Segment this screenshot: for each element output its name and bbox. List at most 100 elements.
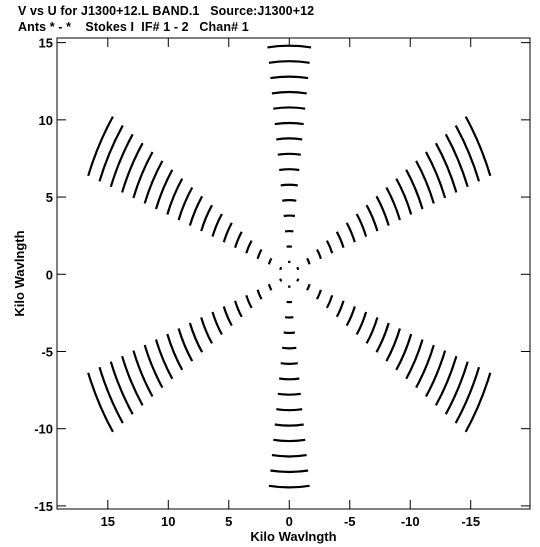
- uv-track-arc: [245, 294, 253, 309]
- uv-track-arc: [109, 133, 134, 188]
- uv-track-arc: [276, 408, 303, 412]
- uv-track-arc: [132, 151, 154, 199]
- uv-track-arc: [166, 178, 184, 215]
- y-tick-label: 0: [46, 267, 53, 282]
- uv-track-arc: [256, 289, 263, 300]
- uv-track-arc: [345, 306, 356, 327]
- uv-track-arc: [395, 178, 413, 215]
- uv-track-arc: [325, 240, 334, 254]
- uv-track-arc: [274, 121, 304, 126]
- x-tick-label: -10: [401, 514, 420, 529]
- uv-track-arc: [279, 377, 300, 381]
- uv-track-arc: [405, 169, 424, 210]
- uv-track-arc: [270, 469, 309, 474]
- x-tick-label: -5: [344, 514, 356, 529]
- uv-track-arc: [222, 306, 233, 327]
- uv-track-arc: [355, 213, 368, 237]
- uv-track-arc: [282, 199, 297, 202]
- uv-track-arc: [296, 278, 300, 282]
- uv-track-arc: [454, 366, 481, 424]
- uv-track-arc: [279, 266, 283, 271]
- uv-track-arc: [279, 278, 283, 282]
- y-tick-label: -15: [34, 499, 53, 514]
- uv-track-arc: [306, 257, 311, 265]
- uv-track-arc: [365, 204, 379, 232]
- uv-track-arc: [98, 124, 124, 182]
- uv-track-arc: [268, 60, 310, 64]
- chart-title: V vs U for J1300+12.L BAND.1 Source:J130…: [18, 4, 315, 18]
- uv-track-arc: [200, 204, 213, 232]
- uv-track-arc: [166, 333, 184, 371]
- uv-track-arc: [405, 339, 424, 380]
- uv-track-arc: [444, 133, 469, 188]
- uv-track-arc: [276, 137, 303, 141]
- x-tick-label: 15: [101, 514, 115, 529]
- uv-track-arc: [177, 186, 194, 221]
- uv-track-arc: [256, 248, 263, 260]
- uv-track-arc: [154, 339, 174, 380]
- uv-track-arc: [425, 151, 447, 199]
- uv-track-arc: [355, 311, 368, 336]
- y-axis-label: Kilo Wavlngth: [12, 230, 27, 316]
- uv-track-arc: [273, 438, 306, 443]
- uv-track-arc: [277, 152, 301, 156]
- uv-track-arc: [87, 116, 114, 177]
- uv-track-arc: [87, 372, 114, 433]
- uv-track-arc: [121, 142, 144, 193]
- uv-track-arc: [234, 231, 243, 249]
- uv-track-arc: [444, 361, 469, 415]
- uv-track-arc: [335, 300, 345, 318]
- x-tick-label: 5: [225, 514, 232, 529]
- x-tick-label: 10: [161, 514, 175, 529]
- plot-frame: [56, 37, 531, 510]
- x-tick-label: 0: [286, 514, 293, 529]
- uv-track-arc: [200, 317, 213, 344]
- x-axis-label: Kilo Wavlngth: [250, 529, 336, 544]
- uv-track-arc: [143, 344, 164, 389]
- uv-track-arc: [273, 106, 306, 110]
- uv-track-arc: [365, 317, 379, 344]
- uv-track-arc: [132, 350, 154, 398]
- y-tick-label: -10: [34, 422, 53, 437]
- uv-track-arc: [177, 328, 194, 362]
- uv-track-arc: [222, 222, 233, 243]
- uv-track-arc: [434, 142, 458, 193]
- uv-track-arc: [454, 124, 481, 182]
- uv-track-arc: [316, 289, 322, 300]
- y-tick-label: -5: [41, 344, 53, 359]
- y-tick-label: 15: [39, 36, 53, 51]
- y-tick-label: 10: [39, 113, 53, 128]
- uv-track-arc: [385, 328, 401, 362]
- uv-track-arc: [211, 213, 223, 237]
- uv-track-arc: [325, 294, 334, 309]
- uv-track-arc: [434, 355, 458, 406]
- uv-track-arc: [296, 266, 300, 271]
- uv-track-arc: [271, 454, 307, 458]
- uv-track-arc: [395, 333, 413, 371]
- uv-track-arc: [306, 283, 311, 291]
- uv-track-arc: [375, 195, 390, 226]
- uv-track-arc: [267, 257, 273, 265]
- uv-track-arc: [109, 361, 134, 415]
- uv-track-arc: [277, 392, 301, 396]
- uv-track-arc: [415, 344, 435, 389]
- chart-subtitle: Ants * - * Stokes I IF# 1 - 2 Chan# 1: [18, 20, 249, 34]
- uv-track-arc: [188, 195, 204, 226]
- uv-track-arc: [274, 423, 304, 427]
- uv-track-arc: [464, 372, 492, 433]
- uv-track-arc: [211, 311, 223, 336]
- uv-track-arc: [425, 350, 447, 398]
- uv-track-arc: [279, 168, 300, 172]
- uv-track-arc: [121, 355, 144, 406]
- uv-track-arc: [154, 169, 174, 210]
- uv-track-arc: [143, 160, 164, 204]
- x-axis-ticks: 15 10 5 0 -5 -10 -15: [101, 38, 480, 529]
- uv-track-arc: [345, 222, 356, 243]
- uv-track-arc: [415, 160, 435, 204]
- uv-track-arc: [375, 322, 390, 353]
- x-tick-label: -15: [461, 514, 480, 529]
- uv-track-arc: [268, 484, 310, 489]
- uv-track-arc: [271, 90, 307, 95]
- y-axis-ticks: 15 10 5 0 -5 -10 -15: [34, 36, 530, 514]
